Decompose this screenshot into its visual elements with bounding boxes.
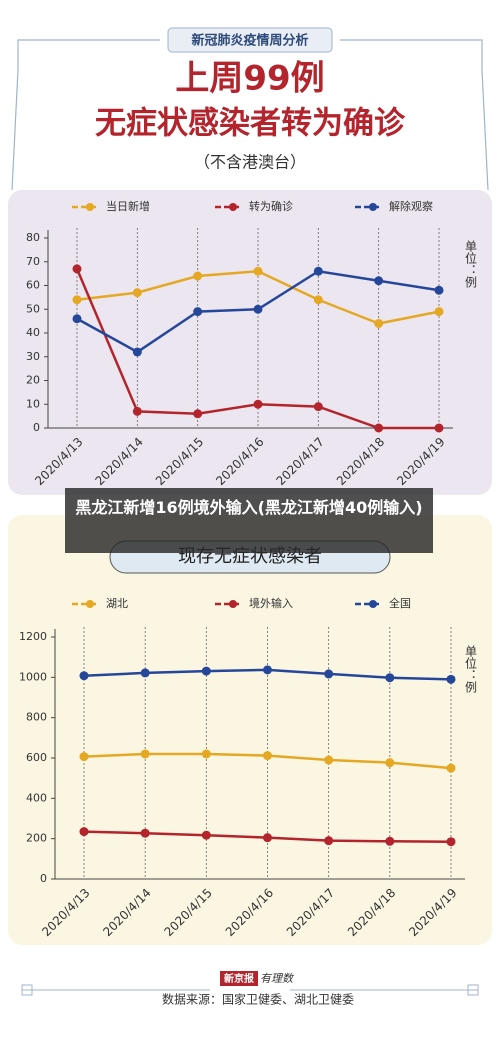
point xyxy=(263,665,272,675)
y-tick-label: 0 xyxy=(33,421,40,434)
point xyxy=(201,666,211,676)
point xyxy=(253,399,263,409)
point xyxy=(72,264,82,274)
brand: 新京报 xyxy=(224,972,254,985)
unit-label: 单位：例 xyxy=(464,645,478,693)
point xyxy=(193,271,203,281)
point xyxy=(324,755,334,765)
y-tick-label: 30 xyxy=(26,350,40,363)
point xyxy=(313,402,323,412)
point xyxy=(385,758,395,768)
point xyxy=(253,304,263,314)
panel xyxy=(8,515,492,945)
y-tick-label: 1200 xyxy=(19,630,47,643)
note: （不含港澳台） xyxy=(194,153,306,172)
source: 数据来源：国家卫健委、湖北卫健委 xyxy=(162,992,354,1007)
point xyxy=(446,837,456,847)
point xyxy=(140,668,150,678)
point xyxy=(72,314,82,324)
y-tick-label: 0 xyxy=(40,872,47,885)
legend-dot xyxy=(229,203,237,211)
y-tick-label: 80 xyxy=(26,231,40,244)
point xyxy=(132,347,142,357)
brand2: 有理数 xyxy=(260,972,295,985)
point xyxy=(385,836,395,846)
y-tick-label: 800 xyxy=(26,711,47,724)
point xyxy=(263,833,272,843)
point xyxy=(79,827,89,837)
y-tick-label: 60 xyxy=(26,279,40,292)
legend-dot xyxy=(86,600,94,608)
legend-label: 境外输入 xyxy=(249,596,293,610)
tag-box xyxy=(167,27,333,53)
y-tick-label: 10 xyxy=(26,397,40,410)
frame xyxy=(11,39,489,191)
point xyxy=(385,673,395,683)
point xyxy=(140,749,150,759)
footer-mark xyxy=(21,984,33,996)
y-tick-label: 20 xyxy=(26,374,40,387)
point xyxy=(193,307,203,317)
point xyxy=(374,319,384,328)
legend-label: 解除观察 xyxy=(389,199,433,213)
point xyxy=(446,674,456,684)
point xyxy=(434,307,444,317)
y-tick-label: 400 xyxy=(26,791,47,804)
legend-dot xyxy=(229,600,237,608)
legend-label: 当日新增 xyxy=(106,199,150,213)
point xyxy=(324,669,334,679)
y-tick-label: 50 xyxy=(26,302,40,315)
point xyxy=(434,423,444,433)
legend-dot xyxy=(369,203,377,211)
y-tick-label: 40 xyxy=(26,326,40,339)
point xyxy=(201,830,211,840)
legend-label: 湖北 xyxy=(106,597,128,610)
footer-mark xyxy=(467,984,479,996)
y-tick-label: 70 xyxy=(26,255,40,268)
headline: 上周99例 xyxy=(175,59,324,99)
tag: 新冠肺炎疫情周分析 xyxy=(191,33,308,49)
point xyxy=(72,295,82,305)
point xyxy=(263,751,272,761)
caption-wrap: 黑龙江新增16例境外输入(黑龙江新增40例输入) xyxy=(75,498,423,517)
y-tick-label: 200 xyxy=(26,832,47,845)
point xyxy=(201,749,211,759)
point xyxy=(446,763,456,773)
point xyxy=(434,285,444,295)
point xyxy=(193,409,203,419)
point xyxy=(324,836,334,846)
point xyxy=(79,752,89,762)
point xyxy=(132,406,142,416)
point xyxy=(132,288,142,298)
point xyxy=(313,295,323,305)
caption-box xyxy=(65,488,433,553)
subhead: 无症状感染者转为确诊 xyxy=(95,106,406,142)
point xyxy=(253,266,263,276)
y-tick-label: 1000 xyxy=(19,670,47,683)
point xyxy=(374,423,384,433)
legend-dot xyxy=(86,203,94,211)
caption: 黑龙江新增16例境外输入(黑龙江新增40例输入) xyxy=(75,498,423,517)
unit-label: 单位：例 xyxy=(464,240,478,288)
point xyxy=(79,671,89,681)
y-tick-label: 600 xyxy=(26,751,47,764)
legend-label: 全国 xyxy=(389,596,411,610)
panel xyxy=(8,190,492,495)
legend-label: 转为确诊 xyxy=(249,199,293,213)
brand-box xyxy=(220,971,258,986)
point xyxy=(374,276,384,286)
legend-dot xyxy=(369,600,377,608)
point xyxy=(140,828,150,838)
point xyxy=(313,266,323,276)
